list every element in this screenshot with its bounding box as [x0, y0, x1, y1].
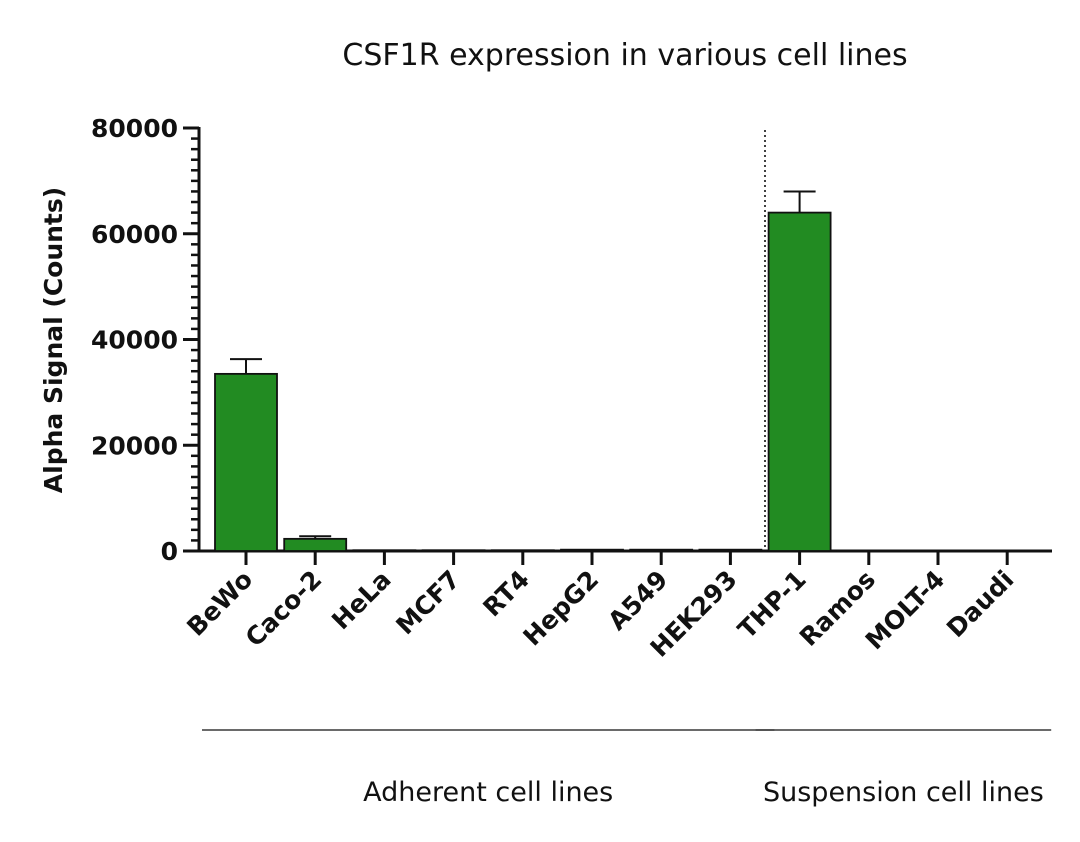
x-tick-label: HeLa	[326, 565, 396, 635]
x-tick-label: Caco-2	[240, 565, 328, 653]
y-tick-label: 80000	[91, 114, 178, 143]
chart-title: CSF1R expression in various cell lines	[342, 38, 907, 73]
x-tick-label: RT4	[477, 565, 535, 623]
bar-caco-2	[283, 537, 348, 552]
x-tick-label: HepG2	[517, 565, 604, 652]
x-tick-label: Daudi	[941, 565, 1019, 643]
bar-bewo	[214, 372, 278, 552]
x-tick-label: MCF7	[390, 565, 465, 640]
y-tick-label: 0	[161, 537, 178, 566]
y-tick-label: 20000	[91, 431, 178, 460]
bar-thp-1	[767, 211, 832, 552]
group-label: Suspension cell lines	[763, 777, 1044, 808]
y-tick-label: 40000	[91, 326, 178, 355]
bar-hepg2	[560, 548, 624, 552]
bar-rt4	[490, 549, 555, 552]
group-label: Adherent cell lines	[363, 777, 613, 808]
y-axis-label: Alpha Signal (Counts)	[39, 187, 68, 493]
bar-a549	[629, 548, 694, 552]
y-tick-label: 60000	[91, 220, 178, 249]
bar-mcf7	[421, 549, 486, 552]
bar-hek293	[698, 548, 763, 552]
bar-hela	[352, 549, 417, 552]
